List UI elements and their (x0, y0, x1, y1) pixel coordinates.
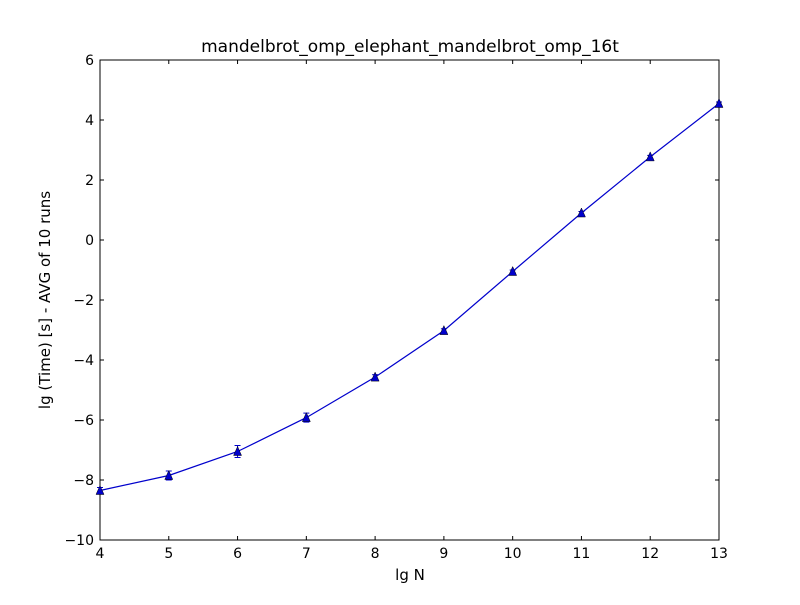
y-tick-label: 0 (85, 233, 94, 249)
y-tick-label: −4 (73, 353, 94, 369)
data-point-marker (714, 97, 724, 108)
y-axis: −10 −8 −6 −4 −2 0 2 4 6 (64, 53, 719, 549)
y-tick-label: −2 (73, 293, 94, 309)
x-tick-label: 12 (641, 546, 659, 562)
x-tick-label: 7 (302, 546, 311, 562)
data-point-marker (577, 207, 586, 218)
x-tick-label: 9 (439, 546, 448, 562)
x-tick-label: 10 (504, 546, 522, 562)
x-tick-label: 4 (96, 546, 105, 562)
series-line (99, 103, 720, 492)
y-tick-label: 4 (85, 113, 94, 129)
data-point-marker (370, 371, 380, 382)
y-axis-label: lg (Time) [s] - AVG of 10 runs (36, 191, 54, 409)
y-tick-label: 2 (85, 173, 94, 189)
x-tick-label: 5 (164, 546, 173, 562)
x-tick-label: 6 (233, 546, 242, 562)
data-point-marker (301, 411, 311, 422)
plot-frame (99, 59, 720, 541)
x-tick-label: 8 (371, 546, 380, 562)
y-tick-label: −6 (73, 413, 94, 429)
y-tick-label: 6 (85, 53, 94, 69)
data-point-marker (164, 469, 174, 480)
y-tick-label: −8 (73, 473, 94, 489)
x-tick-label: 13 (710, 546, 728, 562)
data-point-marker (508, 265, 518, 276)
series-layer (95, 97, 724, 495)
data-point-marker (95, 484, 105, 495)
x-tick-label: 11 (573, 546, 591, 562)
chart-title: mandelbrot_omp_elephant_mandelbrot_omp_1… (201, 37, 619, 57)
data-point-marker (439, 324, 449, 335)
data-point-marker (233, 445, 242, 456)
data-point-marker (645, 151, 655, 162)
y-tick-label: −10 (64, 533, 94, 549)
x-axis-label: lg N (395, 566, 425, 584)
plot-area (99, 59, 720, 541)
x-axis: 4 5 6 7 8 9 10 11 12 13 (96, 60, 728, 562)
